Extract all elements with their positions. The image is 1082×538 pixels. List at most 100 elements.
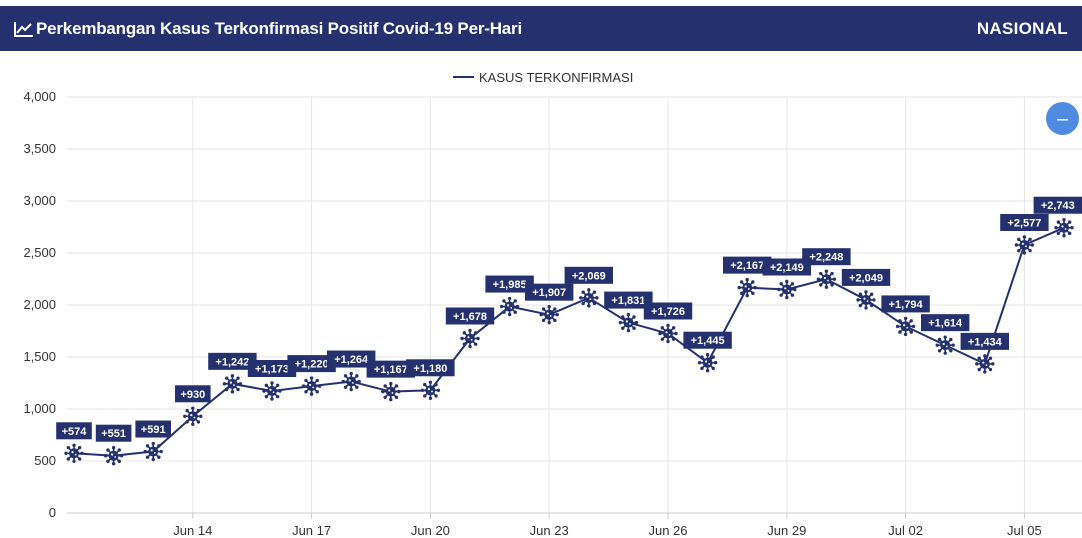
virus-marker-icon[interactable] [381, 381, 401, 402]
data-label: +1,220 [287, 355, 336, 373]
scope-label: NASIONAL [976, 18, 1068, 38]
data-labels: +574 +551 +591 +930 +1,242 +1,173 +1,220 +1,264… [56, 196, 1082, 442]
virus-marker-icon[interactable] [697, 353, 718, 373]
data-label: +1,445 [683, 331, 732, 349]
x-tick-label: Jun 20 [411, 523, 450, 538]
y-tick-label: 1,500 [23, 349, 56, 364]
virus-marker-icon[interactable] [301, 376, 322, 396]
x-tick-label: Jun 14 [173, 523, 212, 538]
data-label: +2,743 [1033, 196, 1082, 214]
virus-marker-icon[interactable] [737, 277, 757, 298]
virus-marker-icon[interactable] [103, 445, 124, 466]
virus-marker-icon[interactable] [895, 316, 916, 337]
data-label: +1,831 [604, 291, 653, 309]
series-markers [64, 218, 1074, 466]
data-label-text: +1,167 [374, 364, 408, 376]
y-tick-label: 1,000 [23, 401, 56, 416]
data-label-text: +2,577 [1007, 217, 1041, 229]
data-label-text: +1,445 [691, 335, 725, 347]
line-chart-icon [14, 21, 33, 37]
data-label: +1,794 [881, 295, 930, 313]
data-label-text: +2,069 [572, 270, 606, 282]
data-label-text: +591 [141, 424, 166, 436]
virus-marker-icon[interactable] [816, 269, 837, 289]
virus-marker-icon[interactable] [420, 380, 441, 400]
data-label-text: +2,248 [809, 252, 843, 264]
data-label-text: +1,614 [928, 318, 963, 330]
y-tick-label: 0 [49, 505, 56, 520]
x-tick-label: Jun 17 [292, 523, 331, 538]
virus-marker-icon[interactable] [935, 335, 955, 355]
data-label: +591 [135, 420, 171, 438]
data-label: +2,069 [564, 266, 613, 284]
virus-marker-icon[interactable] [341, 371, 361, 392]
zoom-out-button[interactable]: – [1046, 102, 1079, 135]
data-label-text: +1,794 [889, 299, 924, 311]
data-label: +2,149 [762, 258, 811, 276]
legend-label: KASUS TERKONFIRMASI [479, 70, 633, 85]
header-left: Perkembangan Kasus Terkonfirmasi Positif… [14, 19, 522, 39]
data-label-text: +2,149 [770, 262, 804, 274]
zoom-out-icon: – [1056, 107, 1069, 130]
data-label: +574 [56, 422, 92, 440]
data-label-text: +1,831 [611, 295, 645, 307]
chart-title: Perkembangan Kasus Terkonfirmasi Positif… [36, 18, 522, 38]
x-axis: Jun 14 Jun 17 Jun 20 Jun 23 Jun 26 Jun 29 Jul … [67, 512, 1082, 538]
data-label: +1,985 [485, 275, 534, 293]
data-label: +2,049 [841, 268, 891, 286]
x-tick-label: Jun 26 [648, 523, 687, 538]
data-label-text: +1,907 [532, 287, 566, 299]
data-label: +1,173 [247, 360, 297, 378]
line-chart: 05001,0001,5002,0002,5003,0003,5004,000 … [23, 70, 1082, 538]
data-label: +1,180 [406, 359, 455, 377]
data-label: +930 [175, 385, 211, 403]
data-label: +2,577 [1000, 213, 1049, 231]
data-label-text: +1,726 [651, 306, 685, 318]
virus-marker-icon[interactable] [262, 381, 282, 401]
data-label-text: +2,167 [730, 260, 764, 272]
virus-marker-icon[interactable] [499, 296, 520, 317]
virus-marker-icon[interactable] [1054, 218, 1074, 238]
data-label-text: +1,173 [255, 364, 289, 376]
virus-marker-icon[interactable] [618, 312, 639, 333]
virus-marker-icon[interactable] [579, 288, 599, 308]
data-label: +1,678 [445, 307, 495, 325]
data-label: +2,248 [802, 248, 851, 266]
data-label-text: +1,678 [453, 311, 487, 323]
data-label-text: +1,180 [413, 363, 447, 375]
virus-marker-icon[interactable] [222, 374, 243, 394]
virus-marker-icon[interactable] [539, 304, 559, 325]
series-polyline [73, 226, 1065, 457]
y-tick-label: 3,000 [23, 193, 56, 208]
data-label-text: +1,242 [215, 356, 249, 368]
data-label-text: +930 [180, 389, 205, 401]
data-label-text: +1,220 [295, 359, 329, 371]
virus-marker-icon[interactable] [64, 443, 84, 464]
data-label: +1,167 [366, 360, 415, 378]
y-tick-label: 2,500 [23, 245, 56, 260]
data-label: +1,726 [643, 302, 693, 320]
virus-marker-icon[interactable] [460, 328, 480, 349]
data-label: +551 [95, 424, 132, 442]
y-tick-label: 2,000 [23, 297, 56, 312]
virus-marker-icon[interactable] [183, 406, 203, 426]
x-tick-label: Jun 23 [530, 523, 569, 538]
virus-marker-icon[interactable] [658, 323, 678, 344]
virus-marker-icon[interactable] [1014, 235, 1035, 255]
virus-marker-icon[interactable] [777, 279, 797, 300]
virus-marker-icon[interactable] [856, 290, 876, 310]
y-axis: 0 500 1,000 1,500 2,000 2,500 3,000 3,500 4,000 [23, 89, 56, 520]
data-label: +1,434 [960, 332, 1009, 350]
virus-marker-icon[interactable] [143, 441, 163, 462]
data-label: +1,242 [208, 352, 257, 370]
virus-marker-icon[interactable] [975, 354, 995, 374]
data-label-text: +2,049 [849, 272, 883, 284]
chart-header: Perkembangan Kasus Terkonfirmasi Positif… [0, 6, 1082, 51]
data-label-text: +1,264 [334, 354, 369, 366]
legend[interactable]: KASUS TERKONFIRMASI [453, 70, 633, 85]
series-line [73, 226, 1065, 457]
x-tick-label: Jul 02 [888, 523, 923, 538]
data-label-text: +574 [62, 426, 88, 438]
data-label: +1,614 [921, 314, 970, 332]
x-tick-label: Jun 29 [767, 523, 806, 538]
